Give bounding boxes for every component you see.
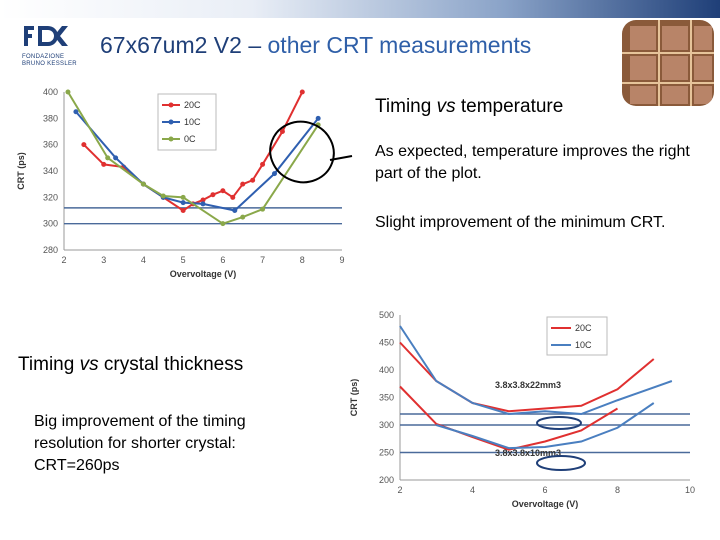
data-point [260, 206, 266, 212]
y-tick-label: 200 [379, 475, 394, 485]
y-tick-label: 300 [43, 219, 58, 229]
annotation-ellipse [269, 120, 335, 184]
y-tick-label: 350 [379, 393, 394, 403]
data-point [220, 221, 226, 227]
legend-box [546, 316, 608, 356]
temperature-chart: 280 300 320 340 360 380 400 2 3 4 5 6 7 8 9 Overvoltage… [16, 87, 353, 279]
y-tick-label: 400 [379, 365, 394, 375]
y-tick-label: 250 [379, 448, 394, 458]
x-tick-label: 2 [397, 485, 402, 495]
legend-label: 20C [184, 100, 201, 110]
legend-label: 10C [184, 117, 201, 127]
data-point [200, 201, 206, 207]
legend-label: 0C [184, 134, 196, 144]
x-tick-label: 8 [615, 485, 620, 495]
data-point [105, 155, 111, 161]
data-point [65, 89, 71, 95]
data-point [210, 192, 216, 198]
legend-marker [168, 102, 174, 108]
y-tick-label: 400 [43, 87, 58, 97]
x-tick-label: 7 [260, 255, 265, 265]
data-point [232, 208, 238, 213]
fbk-logo [24, 26, 68, 46]
temperature-paragraph-2: Slight improvement of the minimum CRT. [375, 214, 666, 231]
y-tick-label: 320 [43, 192, 58, 202]
temperature-paragraph-1: As expected, temperature improves the ri… [375, 143, 690, 182]
data-point [271, 171, 277, 177]
y-tick-label: 360 [43, 140, 58, 150]
data-point [230, 194, 236, 200]
logo-subtitle: FONDAZIONE BRUNO KESSLER [22, 54, 77, 67]
data-point [101, 161, 107, 167]
data-point [140, 181, 146, 187]
data-point [240, 214, 246, 220]
annotation-arrow [329, 155, 353, 161]
data-point [250, 177, 256, 183]
header-band [0, 0, 720, 18]
data-point [240, 181, 246, 187]
thickness-heading: Timing vs crystal thickness [18, 354, 244, 375]
data-point [279, 129, 285, 134]
x-tick-label: 9 [339, 255, 344, 265]
thickness-chart: 200 250 300 350 400 450 500 2 4 6 8 10 Overvoltage (… [349, 310, 695, 509]
label-10mm: 3.8x3.8x10mm3 [495, 448, 561, 458]
y-tick-label: 280 [43, 245, 58, 255]
y-tick-label: 380 [43, 113, 58, 123]
data-point [180, 208, 186, 213]
series-line-2 [399, 385, 619, 451]
legend-marker [168, 136, 174, 142]
x-tick-label: 2 [61, 255, 66, 265]
temperature-heading: Timing vs temperature [375, 96, 564, 117]
x-axis-label: Overvoltage (V) [170, 269, 237, 279]
data-point [315, 115, 321, 121]
data-point [160, 193, 166, 199]
data-point [180, 200, 186, 206]
x-tick-label: 4 [141, 255, 146, 265]
data-point [81, 142, 87, 148]
x-tick-label: 6 [542, 485, 547, 495]
legend-label: 20C [575, 323, 592, 333]
x-tick-label: 6 [220, 255, 225, 265]
x-tick-label: 8 [300, 255, 305, 265]
page-title: 67x67um2 V2 – other CRT measurements [100, 32, 532, 58]
x-tick-label: 10 [685, 485, 695, 495]
data-point [220, 188, 226, 194]
legend-marker [168, 119, 174, 125]
x-tick-label: 4 [470, 485, 475, 495]
y-tick-label: 450 [379, 338, 394, 348]
x-tick-label: 5 [181, 255, 186, 265]
data-point [73, 109, 79, 115]
y-tick-label: 300 [379, 420, 394, 430]
legend-label: 10C [575, 340, 592, 350]
x-tick-label: 3 [101, 255, 106, 265]
data-point [200, 197, 206, 203]
data-point [180, 194, 186, 200]
sensor-photo [622, 20, 714, 106]
y-tick-label: 340 [43, 166, 58, 176]
y-axis-label: CRT (ps) [349, 379, 359, 417]
series-line-1 [399, 325, 673, 416]
thickness-paragraph: Big improvement of the timing resolution… [34, 413, 246, 474]
data-point [260, 161, 266, 167]
label-22mm: 3.8x3.8x22mm3 [495, 380, 561, 390]
highlight-ellipse [536, 455, 586, 471]
legend-box [157, 93, 217, 151]
series-line-3 [435, 402, 655, 450]
x-axis-label: Overvoltage (V) [512, 499, 579, 509]
data-point [299, 89, 305, 95]
highlight-ellipse [536, 416, 582, 430]
y-tick-label: 500 [379, 310, 394, 320]
y-axis-label: CRT (ps) [16, 152, 26, 190]
data-point [113, 155, 119, 161]
